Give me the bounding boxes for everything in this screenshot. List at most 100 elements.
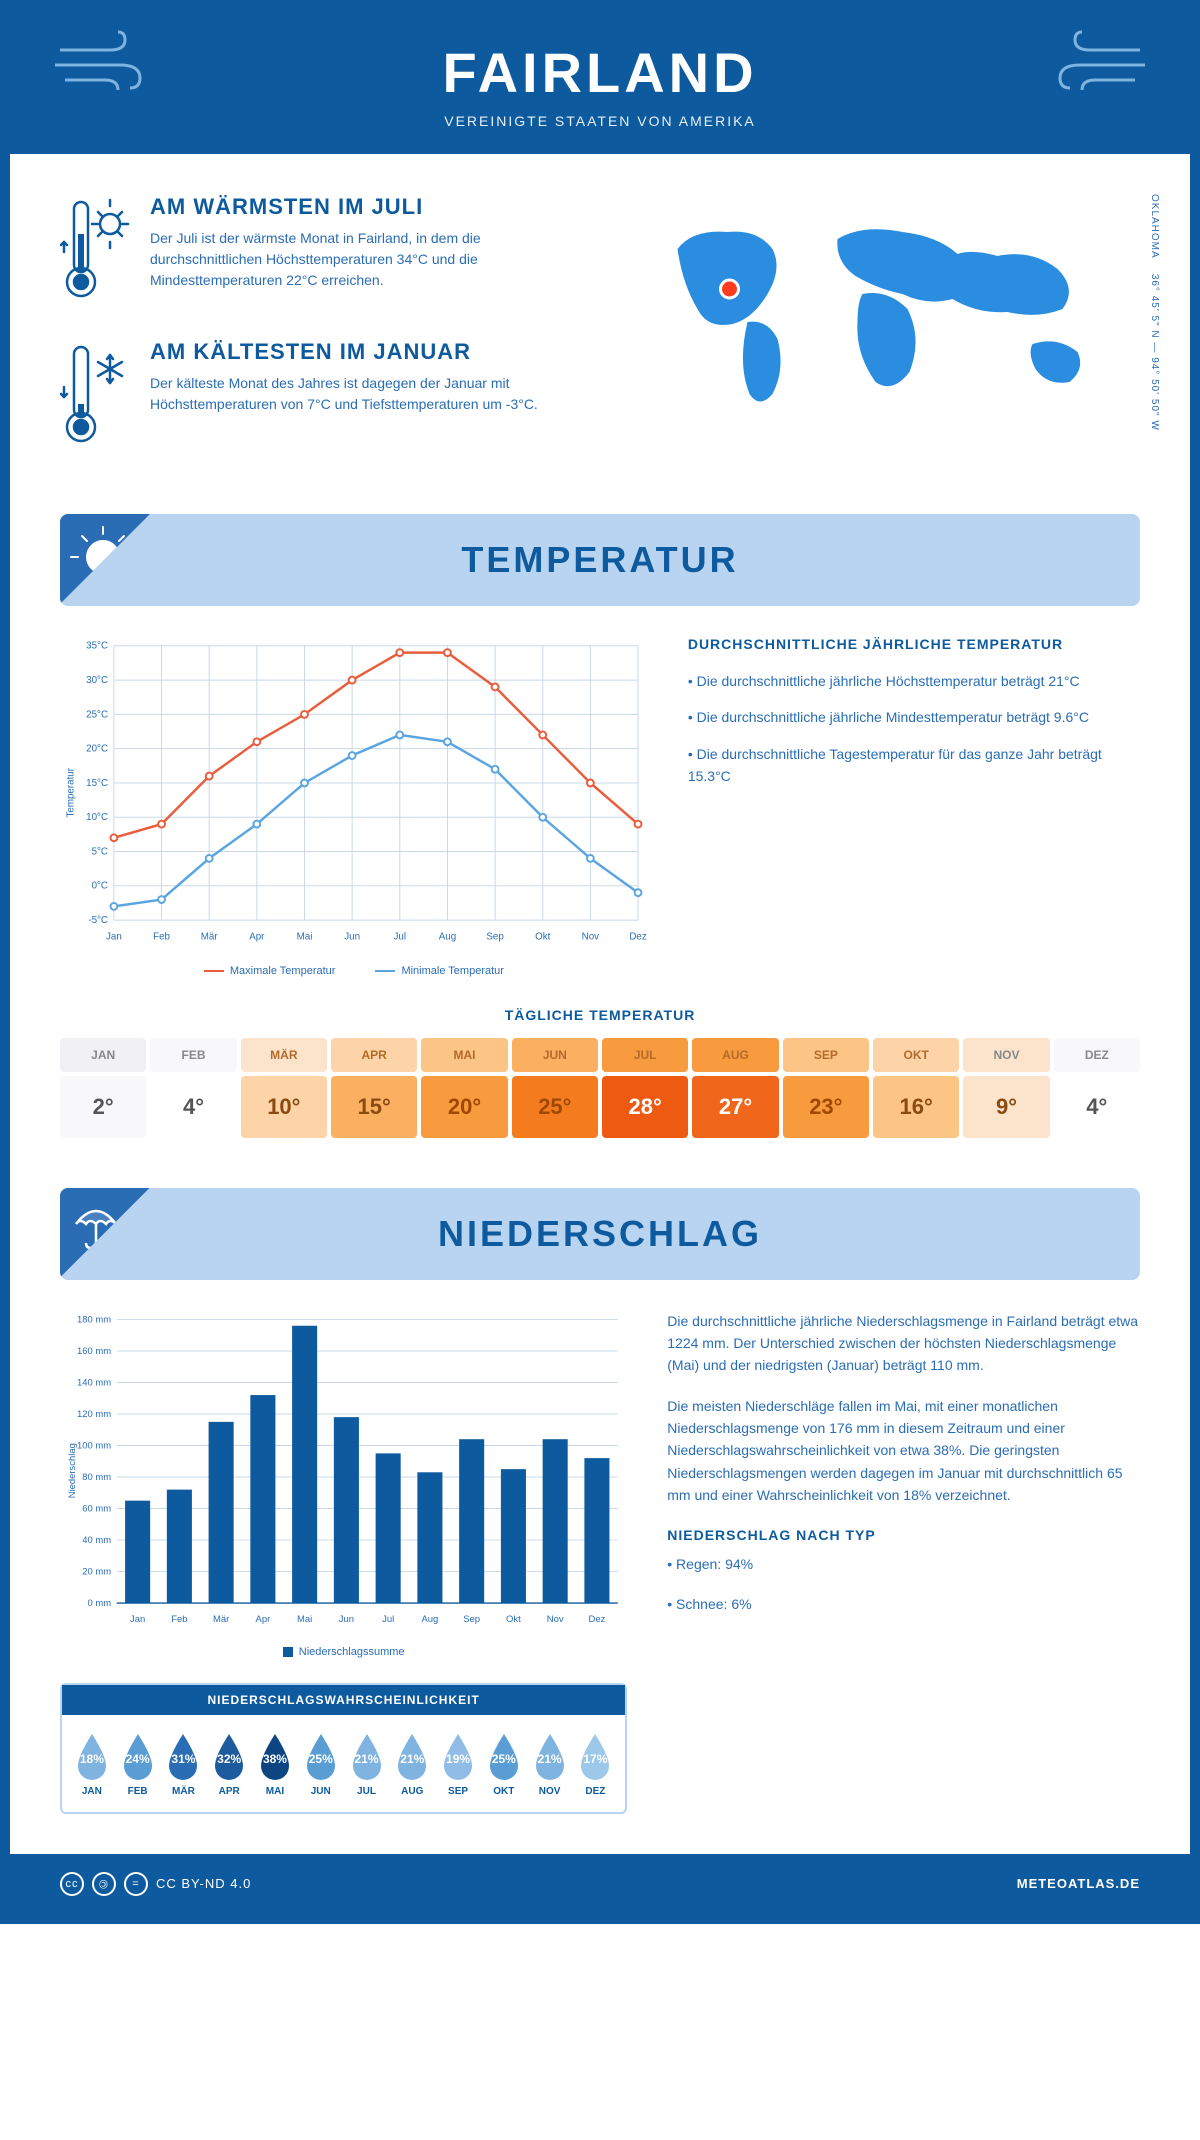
svg-text:Mai: Mai [297, 1613, 312, 1624]
annual-temp-text: DURCHSCHNITTLICHE JÄHRLICHE TEMPERATUR •… [688, 636, 1140, 977]
content: AM WÄRMSTEN IM JULI Der Juli ist der wär… [10, 154, 1190, 1854]
by-icon: 🄯 [92, 1872, 116, 1896]
svg-text:Sep: Sep [463, 1613, 480, 1624]
wind-icon [1050, 30, 1150, 100]
daily-temp-grid: JANFEBMÄRAPRMAIJUNJULAUGSEPOKTNOVDEZ2°4°… [60, 1038, 1140, 1138]
cc-icon: cc [60, 1872, 84, 1896]
precip-prob-drop: 38% MAI [253, 1730, 297, 1797]
svg-text:15°C: 15°C [86, 778, 108, 789]
license-text: CC BY-ND 4.0 [156, 1876, 251, 1891]
daily-value: 25° [512, 1076, 598, 1138]
precip-prob-drop: 21% JUL [345, 1730, 389, 1797]
precip-type-b1: • Schnee: 6% [667, 1593, 1140, 1615]
daily-value: 9° [963, 1076, 1049, 1138]
precip-prob-drop: 21% AUG [390, 1730, 434, 1797]
svg-text:Dez: Dez [589, 1613, 606, 1624]
precip-prob-drop: 21% NOV [528, 1730, 572, 1797]
hot-title: AM WÄRMSTEN IM JULI [150, 194, 585, 220]
svg-text:Dez: Dez [629, 932, 647, 943]
svg-text:Nov: Nov [547, 1613, 564, 1624]
svg-text:Aug: Aug [422, 1613, 439, 1624]
svg-text:20 mm: 20 mm [82, 1566, 111, 1577]
thermometer-hot-icon [60, 194, 130, 304]
daily-month: NOV [963, 1038, 1049, 1072]
precipitation-chart-svg: 0 mm20 mm40 mm60 mm80 mm100 mm120 mm140 … [60, 1310, 627, 1631]
daily-month: DEZ [1054, 1038, 1140, 1072]
svg-text:Okt: Okt [535, 932, 550, 943]
map-column: OKLAHOMA 36° 45' 5" N — 94° 50' 50" W [615, 194, 1140, 484]
daily-value: 4° [150, 1076, 236, 1138]
temperature-row: -5°C0°C5°C10°C15°C20°C25°C30°C35°CJanFeb… [60, 636, 1140, 977]
precip-prob-drop: 32% APR [207, 1730, 251, 1797]
svg-text:Apr: Apr [256, 1613, 271, 1624]
precip-prob-drop: 17% DEZ [573, 1730, 617, 1797]
coordinates: OKLAHOMA 36° 45' 5" N — 94° 50' 50" W [1149, 194, 1160, 484]
world-map-svg [615, 194, 1140, 414]
svg-text:Aug: Aug [439, 932, 456, 943]
world-map [615, 194, 1140, 414]
precipitation-heading: NIEDERSCHLAG [80, 1213, 1120, 1255]
svg-text:Jun: Jun [344, 932, 360, 943]
annual-temp-b2: • Die durchschnittliche Tagestemperatur … [688, 743, 1140, 788]
legend-min: Minimale Temperatur [401, 965, 504, 977]
daily-month: AUG [692, 1038, 778, 1072]
svg-text:120 mm: 120 mm [77, 1408, 111, 1419]
temperature-heading: TEMPERATUR [80, 539, 1120, 581]
svg-text:25°C: 25°C [86, 709, 108, 720]
precip-prob-drop: 25% JUN [299, 1730, 343, 1797]
svg-text:Mai: Mai [297, 932, 313, 943]
svg-text:20°C: 20°C [86, 744, 108, 755]
thermometer-cold-icon [60, 339, 130, 449]
daily-value: 27° [692, 1076, 778, 1138]
page-container: FAIRLAND VEREINIGTE STAATEN VON AMERIKA … [0, 0, 1200, 1924]
precipitation-banner: NIEDERSCHLAG [60, 1188, 1140, 1280]
svg-text:Niederschlag: Niederschlag [67, 1443, 78, 1498]
precip-prob-drop: 24% FEB [116, 1730, 160, 1797]
daily-month: OKT [873, 1038, 959, 1072]
daily-value: 10° [241, 1076, 327, 1138]
annual-temp-b1: • Die durchschnittliche jährliche Mindes… [688, 706, 1140, 728]
precip-prob-box: NIEDERSCHLAGSWAHRSCHEINLICHKEIT 18% JAN … [60, 1683, 627, 1814]
svg-text:Temperatur: Temperatur [66, 767, 77, 817]
daily-value: 28° [602, 1076, 688, 1138]
legend-precip: Niederschlagssumme [299, 1646, 405, 1658]
annual-temp-b0: • Die durchschnittliche jährliche Höchst… [688, 670, 1140, 692]
legend-max: Maximale Temperatur [230, 965, 336, 977]
svg-text:Jun: Jun [339, 1613, 354, 1624]
daily-value: 16° [873, 1076, 959, 1138]
hot-extreme: AM WÄRMSTEN IM JULI Der Juli ist der wär… [60, 194, 585, 309]
svg-text:35°C: 35°C [86, 641, 108, 652]
daily-month: MÄR [241, 1038, 327, 1072]
svg-text:30°C: 30°C [86, 675, 108, 686]
daily-month: APR [331, 1038, 417, 1072]
svg-text:10°C: 10°C [86, 812, 108, 823]
svg-text:180 mm: 180 mm [77, 1314, 111, 1325]
svg-text:5°C: 5°C [92, 846, 108, 857]
daily-value: 23° [783, 1076, 869, 1138]
daily-temp-title: TÄGLICHE TEMPERATUR [60, 1007, 1140, 1023]
precip-prob-drop: 31% MÄR [162, 1730, 206, 1797]
svg-text:0 mm: 0 mm [87, 1597, 111, 1608]
precip-type-b0: • Regen: 94% [667, 1553, 1140, 1575]
daily-month: JAN [60, 1038, 146, 1072]
lat-label: 36° 45' 5" N [1149, 274, 1160, 339]
daily-month: FEB [150, 1038, 236, 1072]
precipitation-row: 0 mm20 mm40 mm60 mm80 mm100 mm120 mm140 … [60, 1310, 1140, 1814]
precip-prob-drop: 19% SEP [436, 1730, 480, 1797]
cold-text: Der kälteste Monat des Jahres ist dagege… [150, 373, 585, 415]
precip-p1: Die durchschnittliche jährliche Niedersc… [667, 1310, 1140, 1377]
daily-value: 20° [421, 1076, 507, 1138]
precip-prob-title: NIEDERSCHLAGSWAHRSCHEINLICHKEIT [62, 1685, 625, 1715]
daily-month: MAI [421, 1038, 507, 1072]
precip-prob-drop: 25% OKT [482, 1730, 526, 1797]
precip-prob-drop: 18% JAN [70, 1730, 114, 1797]
region-label: OKLAHOMA [1149, 194, 1160, 259]
daily-month: JUL [602, 1038, 688, 1072]
page-title: FAIRLAND [30, 40, 1170, 105]
precip-type-title: NIEDERSCHLAG NACH TYP [667, 1527, 1140, 1543]
svg-text:0°C: 0°C [92, 881, 108, 892]
svg-text:Jul: Jul [382, 1613, 394, 1624]
cold-title: AM KÄLTESTEN IM JANUAR [150, 339, 585, 365]
svg-text:Mär: Mär [213, 1613, 229, 1624]
annual-temp-title: DURCHSCHNITTLICHE JÄHRLICHE TEMPERATUR [688, 636, 1140, 652]
